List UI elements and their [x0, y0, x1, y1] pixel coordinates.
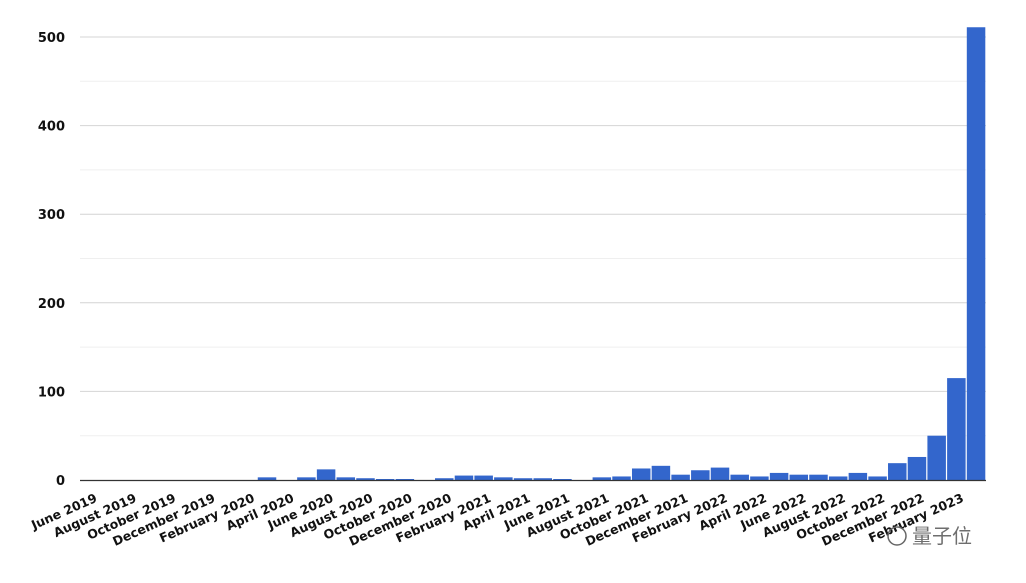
bar	[828, 476, 848, 480]
bar	[612, 476, 631, 480]
bar	[494, 477, 513, 480]
y-tick-label: 0	[56, 474, 65, 489]
bar	[888, 463, 907, 480]
y-tick-label: 300	[38, 208, 65, 223]
bar	[730, 474, 749, 480]
bar	[316, 469, 336, 480]
bar	[297, 477, 316, 480]
bar	[474, 475, 493, 480]
bar	[513, 478, 533, 480]
bar	[375, 479, 395, 480]
bar	[631, 468, 651, 480]
y-tick-label: 100	[38, 385, 65, 400]
watermark-logo-icon	[887, 526, 907, 546]
bar	[592, 477, 612, 480]
bar	[947, 378, 966, 480]
bar	[257, 477, 277, 480]
bar	[356, 478, 375, 480]
bar	[809, 474, 828, 480]
bar	[553, 479, 572, 480]
y-tick-label: 500	[38, 31, 65, 46]
bar	[395, 479, 415, 480]
gridlines	[80, 36, 986, 437]
bar	[454, 475, 474, 480]
watermark: 量子位	[887, 524, 972, 548]
bar	[710, 467, 730, 480]
bar	[769, 472, 789, 480]
bar	[868, 476, 887, 480]
y-tick-label: 400	[38, 120, 65, 135]
bar	[966, 27, 986, 481]
y-tick-label: 200	[38, 297, 65, 312]
bar	[848, 472, 868, 480]
bar	[750, 476, 769, 480]
bar	[907, 456, 927, 480]
bar	[671, 474, 690, 480]
bar	[927, 435, 946, 480]
bar	[651, 465, 671, 480]
bar	[533, 478, 552, 480]
bar	[435, 478, 454, 480]
y-axis-labels: 0 100 200 300 400 500	[38, 31, 65, 489]
bar	[691, 470, 710, 480]
bar	[789, 474, 809, 480]
watermark-text: 量子位	[912, 524, 972, 548]
bars	[257, 27, 986, 481]
bar	[336, 477, 356, 480]
